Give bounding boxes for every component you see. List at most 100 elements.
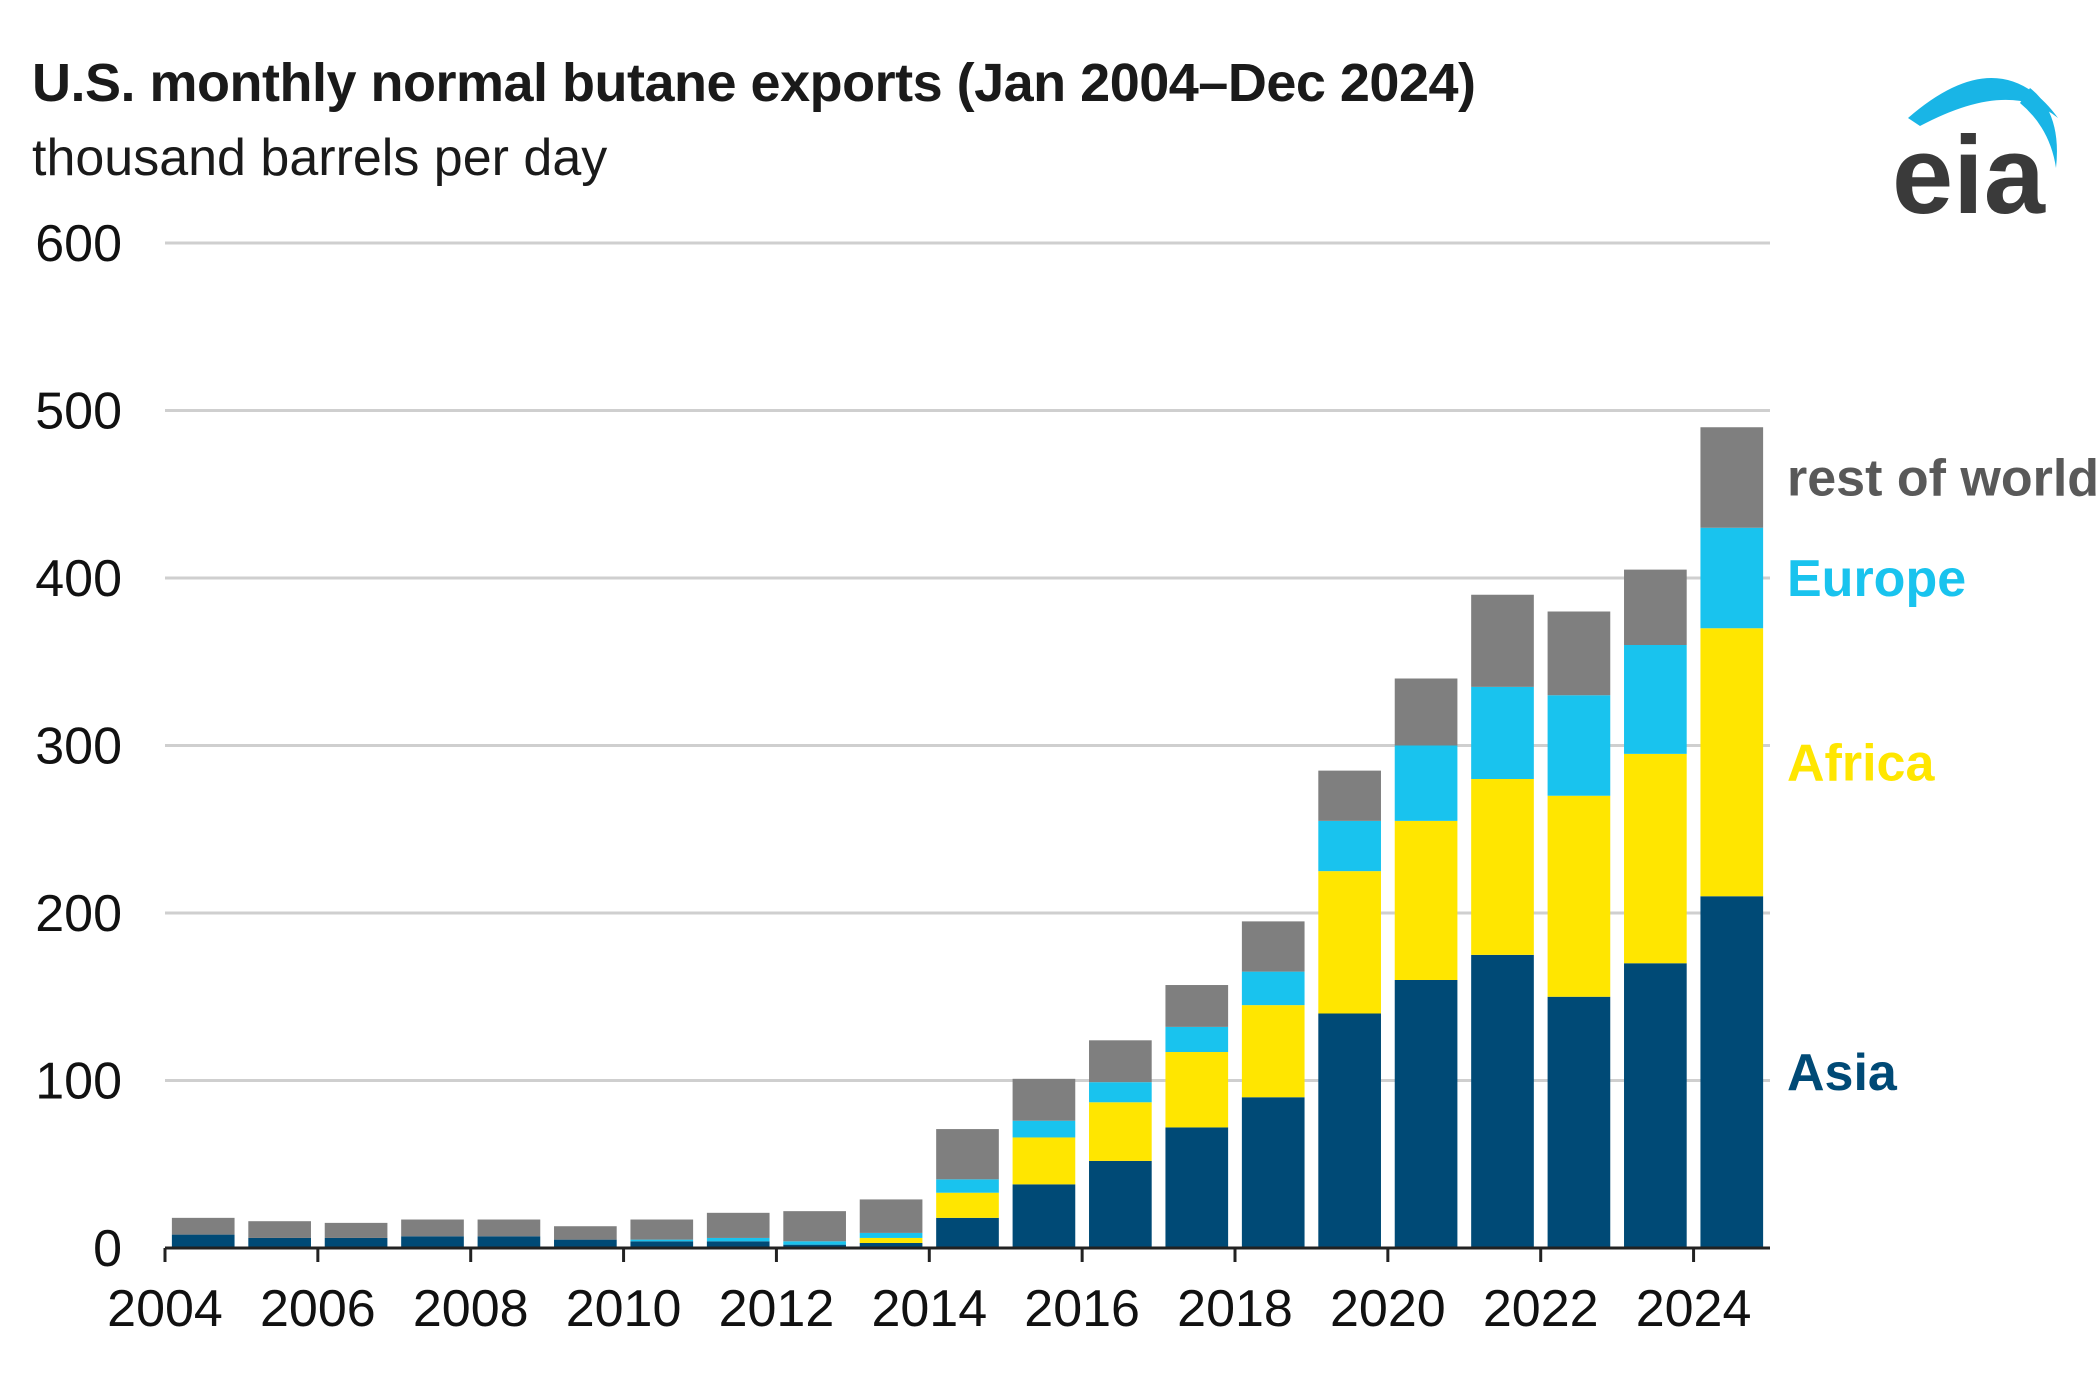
- bar-segment-europe: [1089, 1082, 1152, 1103]
- bar-segment-africa: [1012, 1137, 1076, 1185]
- y-tick-label: 100: [35, 1053, 122, 1111]
- series-labels: Asia Africa Europe rest of world: [1787, 450, 2099, 1103]
- x-tick-label: 2016: [1024, 1280, 1140, 1338]
- x-tick-label: 2006: [260, 1280, 376, 1338]
- bar-segment-asia: [554, 1239, 617, 1248]
- y-tick-label: 500: [35, 383, 122, 441]
- series-label-asia: Asia: [1787, 1044, 1898, 1102]
- bar-segment-asia: [936, 1217, 999, 1248]
- chart-subtitle: thousand barrels per day: [32, 129, 608, 187]
- bar-segment-rest-of-world: [1089, 1040, 1152, 1083]
- x-tick-label: 2014: [871, 1280, 987, 1338]
- bar-segment-asia: [1547, 996, 1611, 1248]
- bar-segment-europe: [1547, 695, 1611, 796]
- x-tick-label: 2008: [413, 1280, 529, 1338]
- chart-title: U.S. monthly normal butane exports (Jan …: [32, 53, 1476, 113]
- bar-segment-rest-of-world: [171, 1217, 235, 1235]
- bar-segment-asia: [171, 1234, 235, 1248]
- bar-segment-rest-of-world: [783, 1211, 846, 1242]
- eia-logo-icon: eia: [1892, 78, 2058, 237]
- bar-segment-rest-of-world: [1624, 569, 1687, 645]
- bar-segment-asia: [324, 1237, 388, 1248]
- bar-segment-africa: [1318, 871, 1381, 1014]
- y-tick-label: 200: [35, 885, 122, 943]
- bar-segment-europe: [1165, 1026, 1229, 1053]
- bar-segment-rest-of-world: [706, 1212, 770, 1238]
- bar-segment-asia: [859, 1242, 923, 1248]
- bar-segment-africa: [1700, 628, 1764, 897]
- x-tick-label: 2004: [107, 1280, 223, 1338]
- series-label-rest-of-world: rest of world: [1787, 450, 2099, 508]
- x-tick-label: 2024: [1636, 1280, 1752, 1338]
- x-tick-label: 2020: [1330, 1280, 1446, 1338]
- x-tick-label: 2018: [1177, 1280, 1293, 1338]
- bar-segment-rest-of-world: [1012, 1078, 1076, 1121]
- x-tick-label: 2012: [719, 1280, 835, 1338]
- bar-segment-rest-of-world: [1547, 611, 1611, 696]
- bar-segment-asia: [1624, 963, 1687, 1248]
- eia-logo-text: eia: [1892, 114, 2046, 228]
- bar-segment-europe: [1318, 820, 1381, 872]
- bar-segment-europe: [1394, 745, 1458, 821]
- stacked-bars: [171, 427, 1764, 1248]
- bar-segment-europe: [1471, 686, 1534, 779]
- bar-segment-asia: [1165, 1127, 1229, 1248]
- bar-segment-rest-of-world: [936, 1129, 999, 1180]
- bar-segment-asia: [1700, 896, 1764, 1248]
- bar-segment-rest-of-world: [248, 1221, 311, 1238]
- bar-segment-asia: [477, 1236, 541, 1248]
- bar-segment-europe: [1241, 971, 1305, 1006]
- bar-segment-rest-of-world: [1394, 678, 1458, 746]
- bar-segment-europe: [1700, 527, 1764, 629]
- bar-segment-rest-of-world: [324, 1222, 388, 1238]
- bar-segment-asia: [401, 1236, 464, 1248]
- bar-segment-europe: [1012, 1120, 1076, 1138]
- bar-segment-europe: [706, 1237, 770, 1242]
- bar-segment-rest-of-world: [477, 1219, 541, 1237]
- series-label-europe: Europe: [1787, 550, 1966, 608]
- bar-segment-europe: [1624, 645, 1687, 754]
- bar-segment-africa: [1394, 820, 1458, 980]
- bar-segment-rest-of-world: [1471, 594, 1534, 687]
- bar-segment-asia: [1012, 1184, 1076, 1248]
- bar-segment-asia: [248, 1237, 311, 1248]
- bar-segment-africa: [1089, 1102, 1152, 1161]
- bar-segment-asia: [783, 1244, 846, 1248]
- bar-segment-europe: [630, 1239, 694, 1242]
- axes: 0 100 200 300 400 500 600 2004 2006 2008 2010 2012 2…: [35, 215, 1770, 1338]
- y-tick-label: 0: [93, 1220, 122, 1278]
- bar-segment-rest-of-world: [554, 1226, 617, 1240]
- bar-segment-asia: [1089, 1160, 1152, 1248]
- bar-segment-europe: [936, 1179, 999, 1193]
- x-tick-label: 2010: [566, 1280, 682, 1338]
- bar-segment-rest-of-world: [401, 1219, 464, 1237]
- bar-segment-rest-of-world: [1241, 921, 1305, 972]
- bar-segment-europe: [859, 1232, 923, 1238]
- y-tick-label: 400: [35, 550, 122, 608]
- bar-segment-asia: [1318, 1013, 1381, 1248]
- bar-segment-africa: [1241, 1005, 1305, 1098]
- bar-segment-africa: [1624, 753, 1687, 964]
- bar-segment-europe: [783, 1241, 846, 1245]
- bar-segment-rest-of-world: [1165, 985, 1229, 1027]
- bar-segment-africa: [1471, 779, 1534, 955]
- y-tick-label: 300: [35, 718, 122, 776]
- bar-segment-asia: [706, 1241, 770, 1248]
- bar-segment-asia: [1471, 954, 1534, 1248]
- series-label-africa: Africa: [1787, 734, 1935, 792]
- bar-segment-rest-of-world: [630, 1219, 694, 1240]
- bar-segment-asia: [630, 1241, 694, 1248]
- eia-logo: eia: [1880, 58, 2065, 237]
- bar-segment-africa: [936, 1192, 999, 1218]
- y-tick-label: 600: [35, 215, 122, 273]
- bar-segment-asia: [1241, 1097, 1305, 1248]
- bar-segment-africa: [1547, 795, 1611, 997]
- bar-segment-asia: [1394, 980, 1458, 1248]
- x-tick-label: 2022: [1483, 1280, 1599, 1338]
- bar-segment-rest-of-world: [859, 1199, 923, 1233]
- bar-segment-africa: [859, 1237, 923, 1243]
- bar-segment-rest-of-world: [1700, 427, 1764, 528]
- bar-segment-rest-of-world: [1318, 770, 1381, 821]
- bar-segment-africa: [1165, 1052, 1229, 1128]
